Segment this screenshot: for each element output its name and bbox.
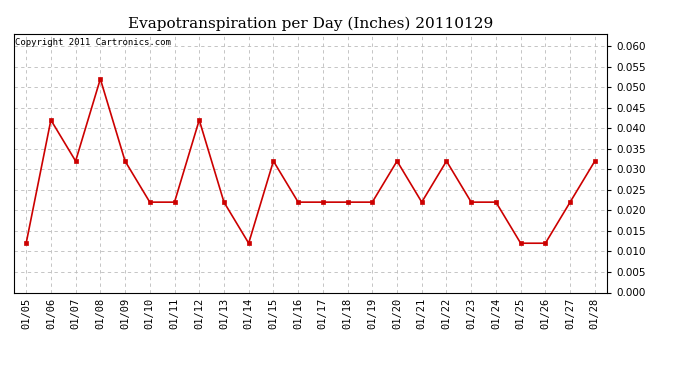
Text: Copyright 2011 Cartronics.com: Copyright 2011 Cartronics.com bbox=[15, 38, 171, 46]
Title: Evapotranspiration per Day (Inches) 20110129: Evapotranspiration per Day (Inches) 2011… bbox=[128, 17, 493, 31]
